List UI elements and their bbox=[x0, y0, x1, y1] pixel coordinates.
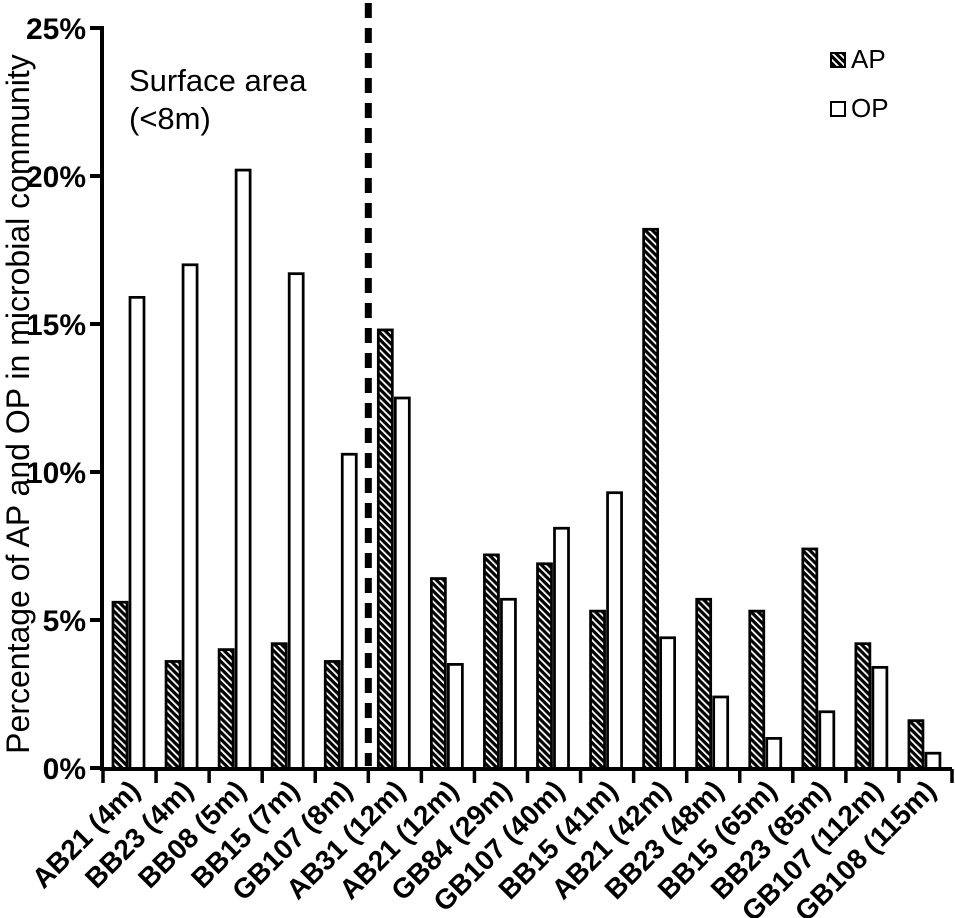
op-bar bbox=[871, 665, 889, 771]
op-bar bbox=[765, 737, 783, 771]
op-open-swatch-icon bbox=[830, 100, 846, 117]
y-tick-label: 5% bbox=[43, 605, 86, 638]
legend-item-op: OP bbox=[830, 93, 889, 124]
legend: AP OP bbox=[830, 44, 889, 124]
legend-label-ap: AP bbox=[851, 44, 886, 74]
op-bar bbox=[128, 295, 146, 771]
ap-bar bbox=[430, 577, 447, 771]
axes-layer: 0%5%10%15%20%25%AB21 (4m)BB23 (4m)BB08 (… bbox=[26, 3, 954, 918]
annotation-line-1: Surface area bbox=[129, 63, 307, 98]
op-bar bbox=[287, 272, 305, 771]
op-bar bbox=[924, 751, 942, 771]
op-bar bbox=[818, 710, 836, 771]
ap-bar bbox=[695, 597, 713, 771]
ap-bar bbox=[854, 642, 872, 771]
op-bar bbox=[606, 491, 623, 771]
op-bar bbox=[181, 263, 199, 771]
ap-bar bbox=[536, 562, 553, 771]
ap-bar bbox=[270, 642, 288, 771]
y-tick-label: 0% bbox=[43, 753, 86, 786]
ap-bar bbox=[217, 648, 235, 771]
ap-bar bbox=[376, 328, 394, 771]
op-bar bbox=[340, 452, 358, 771]
ap-bar bbox=[589, 609, 606, 771]
ap-bar bbox=[164, 660, 182, 771]
ap-bar bbox=[642, 227, 659, 771]
ap-bar bbox=[748, 609, 766, 771]
op-bar bbox=[553, 526, 570, 771]
ap-bar bbox=[907, 719, 925, 771]
ap-bar bbox=[111, 600, 129, 771]
ap-bar bbox=[483, 553, 500, 771]
ap-bar bbox=[801, 547, 819, 771]
op-bar bbox=[659, 636, 676, 771]
annotation-line-2: (<8m) bbox=[129, 101, 211, 136]
op-bar bbox=[712, 695, 730, 771]
y-tick-label: 15% bbox=[26, 309, 86, 342]
surface-area-annotation: Surface area (<8m) bbox=[129, 62, 307, 138]
op-bar bbox=[393, 396, 411, 771]
y-tick-label: 20% bbox=[26, 161, 86, 194]
y-tick-label: 25% bbox=[26, 13, 86, 46]
op-bar bbox=[234, 168, 252, 771]
bars-layer bbox=[111, 168, 942, 771]
op-bar bbox=[500, 597, 517, 771]
ap-hatched-swatch-icon bbox=[830, 51, 846, 68]
ap-bar bbox=[323, 660, 341, 771]
y-axis-title: Percentage of AP and OP in microbial com… bbox=[0, 54, 36, 754]
legend-item-ap: AP bbox=[830, 44, 889, 75]
y-tick-label: 10% bbox=[26, 457, 86, 490]
op-bar bbox=[447, 663, 464, 771]
legend-label-op: OP bbox=[851, 93, 889, 123]
